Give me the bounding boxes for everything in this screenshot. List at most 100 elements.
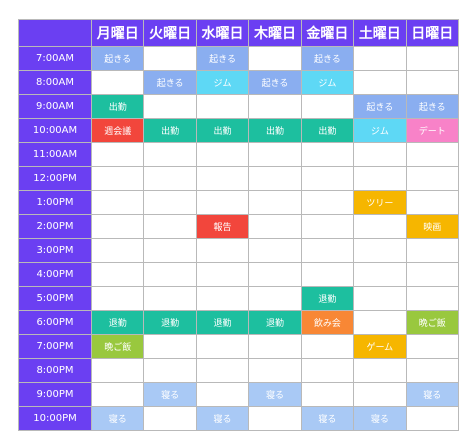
schedule-cell-mon	[90, 286, 145, 311]
schedule-cell-tue[interactable]: 出勤	[143, 118, 197, 143]
schedule-cell-thu	[248, 214, 302, 239]
schedule-cell-fri	[300, 94, 355, 119]
schedule-cell-mon	[90, 214, 145, 239]
schedule-cell-sun[interactable]: 起きる	[405, 94, 460, 119]
time-label: 3:00PM	[18, 238, 92, 263]
time-row: 9:00PM 寝る 寝る 寝る	[18, 382, 460, 407]
schedule-cell-thu[interactable]: 起きる	[248, 70, 302, 95]
schedule-cell-sat[interactable]: ジム	[353, 118, 407, 143]
schedule-cell-wed	[195, 94, 250, 119]
schedule-cell-sat	[353, 166, 407, 191]
schedule-cell-sun	[405, 334, 460, 359]
schedule-cell-wed	[195, 334, 250, 359]
time-label: 1:00PM	[18, 190, 92, 215]
schedule-cell-fri[interactable]: 起きる	[300, 46, 355, 71]
schedule-cell-sun	[405, 142, 460, 167]
time-label: 7:00PM	[18, 334, 92, 359]
schedule-cell-mon[interactable]: 晩ご飯	[90, 334, 145, 359]
schedule-cell-tue	[143, 94, 197, 119]
schedule-cell-wed[interactable]: 寝る	[195, 406, 250, 431]
time-row: 10:00AM 週会議 出勤 出勤 出勤 出勤 ジム デート	[18, 118, 460, 143]
schedule-cell-thu	[248, 406, 302, 431]
schedule-cell-tue[interactable]: 寝る	[143, 382, 197, 407]
schedule-cell-sun	[405, 406, 460, 431]
schedule-cell-mon	[90, 238, 145, 263]
schedule-cell-sun[interactable]: 寝る	[405, 382, 460, 407]
schedule-cell-mon[interactable]: 寝る	[90, 406, 145, 431]
schedule-cell-fri[interactable]: 寝る	[300, 406, 355, 431]
schedule-cell-mon[interactable]: 出勤	[90, 94, 145, 119]
schedule-cell-fri	[300, 358, 355, 383]
schedule-cell-tue	[143, 406, 197, 431]
schedule-cell-wed	[195, 358, 250, 383]
schedule-cell-sat[interactable]: ツリー	[353, 190, 407, 215]
schedule-cell-wed	[195, 190, 250, 215]
schedule-cell-wed	[195, 166, 250, 191]
schedule-cell-mon	[90, 262, 145, 287]
schedule-cell-wed[interactable]: 起きる	[195, 46, 250, 71]
day-header-row: 月曜日 火曜日 水曜日 木曜日 金曜日 土曜日 日曜日	[18, 19, 460, 47]
schedule-cell-fri[interactable]: ジム	[300, 70, 355, 95]
schedule-cell-sun	[405, 166, 460, 191]
schedule-cell-fri	[300, 334, 355, 359]
time-label: 10:00PM	[18, 406, 92, 431]
schedule-cell-mon	[90, 70, 145, 95]
schedule-cell-mon[interactable]: 退勤	[90, 310, 145, 335]
time-row: 8:00AM 起きる ジム 起きる ジム	[18, 70, 460, 95]
schedule-cell-tue[interactable]: 退勤	[143, 310, 197, 335]
schedule-cell-fri[interactable]: 出勤	[300, 118, 355, 143]
schedule-cell-thu[interactable]: 退勤	[248, 310, 302, 335]
time-row: 11:00AM	[18, 142, 460, 167]
schedule-cell-thu	[248, 46, 302, 71]
schedule-cell-thu	[248, 142, 302, 167]
schedule-cell-sat	[353, 238, 407, 263]
time-row: 1:00PM ツリー	[18, 190, 460, 215]
schedule-cell-sat	[353, 46, 407, 71]
schedule-cell-sat	[353, 358, 407, 383]
schedule-cell-wed[interactable]: 報告	[195, 214, 250, 239]
schedule-cell-tue[interactable]: 起きる	[143, 70, 197, 95]
schedule-cell-thu	[248, 286, 302, 311]
schedule-cell-sun	[405, 262, 460, 287]
schedule-cell-sun[interactable]: 映画	[405, 214, 460, 239]
schedule-cell-thu[interactable]: 寝る	[248, 382, 302, 407]
schedule-cell-thu	[248, 334, 302, 359]
schedule-cell-fri[interactable]: 退勤	[300, 286, 355, 311]
time-row: 4:00PM	[18, 262, 460, 287]
schedule-cell-sat[interactable]: 起きる	[353, 94, 407, 119]
schedule-cell-fri	[300, 190, 355, 215]
schedule-cell-sun	[405, 286, 460, 311]
schedule-cell-sun[interactable]: 晩ご飯	[405, 310, 460, 335]
schedule-cell-wed[interactable]: ジム	[195, 70, 250, 95]
time-label: 9:00AM	[18, 94, 92, 119]
schedule-cell-wed[interactable]: 退勤	[195, 310, 250, 335]
schedule-cell-mon	[90, 190, 145, 215]
schedule-cell-fri[interactable]: 飲み会	[300, 310, 355, 335]
day-header-sat: 土曜日	[353, 19, 407, 47]
weekly-timetable: 月曜日 火曜日 水曜日 木曜日 金曜日 土曜日 日曜日 7:00AM 起きる 起きる…	[18, 19, 460, 431]
schedule-cell-thu[interactable]: 出勤	[248, 118, 302, 143]
schedule-cell-wed	[195, 262, 250, 287]
schedule-cell-sat	[353, 214, 407, 239]
schedule-cell-sat[interactable]: ゲーム	[353, 334, 407, 359]
day-header-sun: 日曜日	[405, 19, 460, 47]
timetable-body: 7:00AM 起きる 起きる 起きる 8:00AM 起きる ジム 起きる ジム 9:00AM 出勤起…	[18, 46, 460, 431]
schedule-cell-mon	[90, 382, 145, 407]
schedule-cell-mon	[90, 358, 145, 383]
time-label: 6:00PM	[18, 310, 92, 335]
day-header-fri: 金曜日	[300, 19, 355, 47]
schedule-cell-mon[interactable]: 週会議	[90, 118, 145, 143]
schedule-cell-sun[interactable]: デート	[405, 118, 460, 143]
schedule-cell-sat[interactable]: 寝る	[353, 406, 407, 431]
schedule-cell-wed[interactable]: 出勤	[195, 118, 250, 143]
schedule-cell-sat	[353, 142, 407, 167]
schedule-cell-wed	[195, 142, 250, 167]
schedule-cell-thu	[248, 238, 302, 263]
time-row: 2:00PM 報告 映画	[18, 214, 460, 239]
schedule-cell-thu	[248, 166, 302, 191]
schedule-cell-mon[interactable]: 起きる	[90, 46, 145, 71]
schedule-cell-fri	[300, 238, 355, 263]
schedule-cell-wed	[195, 286, 250, 311]
schedule-cell-sun	[405, 238, 460, 263]
schedule-cell-sat	[353, 310, 407, 335]
